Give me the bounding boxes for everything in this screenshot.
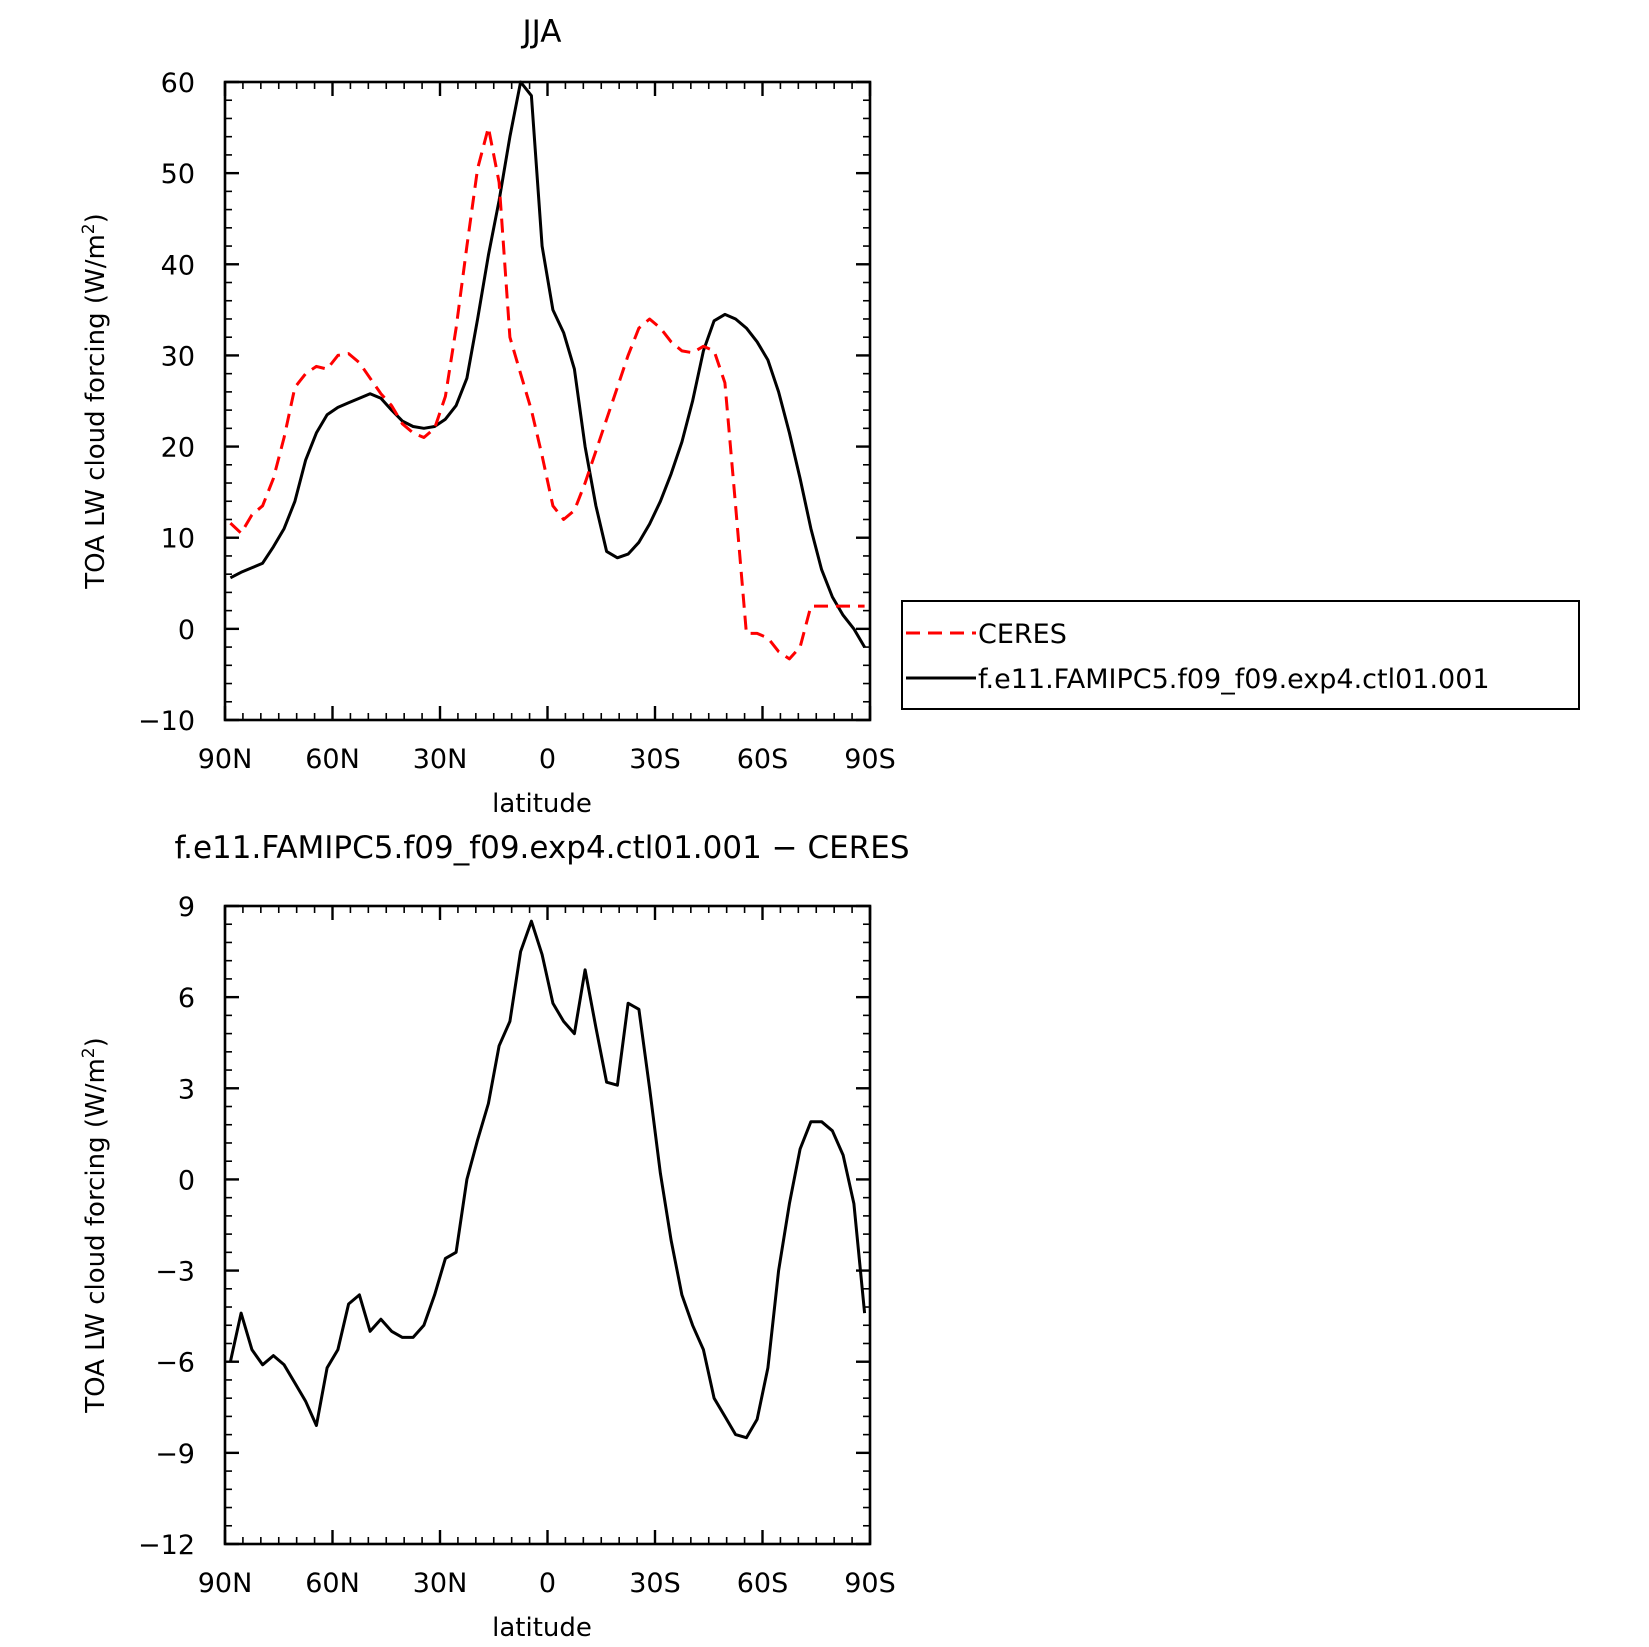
legend-label-model: f.e11.FAMIPC5.f09_f09.exp4.ctl01.001	[978, 664, 1490, 695]
bottom-y-axis-label: TOA LW cloud forcing (W/m2)	[79, 1037, 111, 1414]
bottom-x-tick-label: 0	[539, 1568, 556, 1599]
bottom-y-tick-label: 9	[178, 892, 195, 923]
top-x-axis-label: latitude	[492, 789, 592, 819]
top-y-tick-label: −10	[138, 706, 195, 737]
bottom-chart-title: f.e11.FAMIPC5.f09_f09.exp4.ctl01.001 − C…	[174, 830, 909, 866]
bottom-panel: f.e11.FAMIPC5.f09_f09.exp4.ctl01.001 − C…	[79, 830, 910, 1643]
bottom-y-tick-label: −6	[155, 1348, 195, 1379]
legend: CERES f.e11.FAMIPC5.f09_f09.exp4.ctl01.0…	[901, 600, 1580, 710]
bottom-x-tick-label: 30S	[629, 1568, 681, 1599]
bottom-x-axis-label: latitude	[492, 1613, 592, 1643]
bottom-y-tick-label: −9	[155, 1439, 195, 1470]
bottom-axis-ticks	[223, 904, 872, 1546]
top-x-tick-label: 0	[539, 744, 556, 775]
bottom-x-tick-label: 60N	[305, 1568, 360, 1599]
top-x-tick-label: 30S	[629, 744, 681, 775]
top-tick-labels: 90N 60N 30N 0 30S 60S 90S −10 0 10 20 30 40 50 60	[138, 68, 896, 775]
top-series-line-ceres	[229, 126, 865, 661]
top-y-tick-label: 0	[178, 615, 195, 646]
top-panel: JJA 90N 60N 30N 0 30S 60S 90S−100102030405060 …	[79, 14, 1580, 819]
top-chart-title: JJA	[521, 14, 562, 50]
top-y-tick-label: 50	[161, 159, 195, 190]
bottom-plot-frame	[223, 904, 872, 1546]
top-plot-frame	[223, 80, 872, 722]
top-y-axis-label-sup: 2	[79, 223, 99, 234]
top-y-tick-label: 10	[161, 524, 195, 555]
bottom-x-tick-label: 90N	[198, 1568, 253, 1599]
top-series-lines	[229, 80, 866, 661]
bottom-y-axis-label-sup: 2	[79, 1047, 99, 1058]
bottom-y-tick-label: −3	[155, 1257, 195, 1288]
bottom-x-tick-label: 90S	[844, 1568, 896, 1599]
top-x-tick-label: 90N	[198, 744, 253, 775]
top-x-tick-label: 60S	[737, 744, 789, 775]
bottom-y-tick-label: 3	[178, 1074, 195, 1105]
bottom-y-axis-label-main: TOA LW cloud forcing (W/m	[81, 1058, 111, 1414]
top-x-tick-label: 30N	[413, 744, 468, 775]
top-y-axis-label-close: )	[81, 213, 111, 223]
top-y-axis-label: TOA LW cloud forcing (W/m2)	[79, 213, 111, 590]
top-y-tick-label: 20	[161, 433, 195, 464]
bottom-tick-labels: 90N 60N 30N 0 30S 60S 90S −12 −9 −6 −3 0 3 6 9	[138, 892, 896, 1599]
bottom-y-axis-label-close: )	[81, 1037, 111, 1047]
top-x-tick-label: 60N	[305, 744, 360, 775]
bottom-y-tick-label: 6	[178, 983, 195, 1014]
bottom-series-line-difference	[228, 919, 867, 1440]
top-y-tick-label: 40	[161, 250, 195, 281]
top-axis-ticks	[223, 80, 872, 722]
legend-label-ceres: CERES	[978, 619, 1067, 650]
bottom-y-tick-label: 0	[178, 1165, 195, 1196]
bottom-x-tick-label: 30N	[413, 1568, 468, 1599]
top-y-tick-label: 60	[161, 68, 195, 99]
top-series-line-model	[229, 80, 866, 648]
legend-box	[901, 600, 1580, 710]
top-x-tick-label: 90S	[844, 744, 896, 775]
bottom-x-tick-label: 60S	[737, 1568, 789, 1599]
top-y-tick-label: 30	[161, 341, 195, 372]
bottom-series-lines	[228, 919, 867, 1440]
top-y-axis-label-main: TOA LW cloud forcing (W/m	[81, 234, 111, 590]
bottom-y-tick-label: −12	[138, 1530, 195, 1561]
